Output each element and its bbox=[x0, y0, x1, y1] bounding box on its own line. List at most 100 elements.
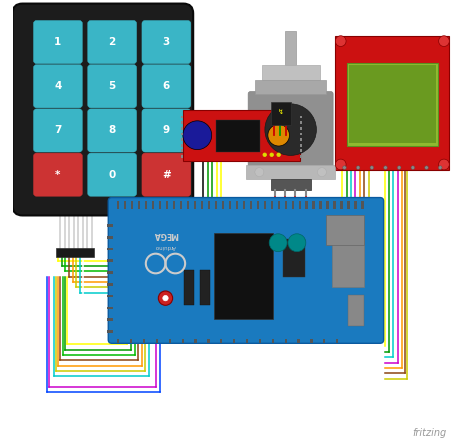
Bar bbox=[181, 149, 183, 152]
Bar bbox=[143, 339, 145, 343]
Bar bbox=[300, 149, 302, 152]
Bar bbox=[271, 201, 273, 206]
Bar bbox=[323, 339, 326, 343]
Bar bbox=[271, 205, 273, 209]
Bar bbox=[229, 201, 231, 206]
Bar bbox=[300, 116, 302, 118]
Bar bbox=[361, 201, 364, 206]
FancyBboxPatch shape bbox=[142, 153, 191, 196]
Bar bbox=[272, 339, 274, 343]
Bar bbox=[181, 132, 183, 135]
Bar bbox=[284, 205, 287, 209]
Bar bbox=[300, 127, 302, 130]
Bar bbox=[117, 339, 119, 343]
Bar bbox=[181, 144, 183, 147]
Bar bbox=[229, 205, 231, 209]
Bar bbox=[108, 307, 113, 309]
Bar bbox=[300, 144, 302, 147]
Bar bbox=[216, 120, 260, 152]
Bar bbox=[180, 201, 182, 206]
Circle shape bbox=[183, 121, 212, 150]
Bar bbox=[327, 201, 328, 206]
FancyBboxPatch shape bbox=[34, 109, 82, 152]
Bar bbox=[305, 201, 308, 206]
Bar bbox=[222, 205, 224, 209]
Text: 9: 9 bbox=[163, 126, 170, 135]
Circle shape bbox=[270, 153, 273, 156]
Bar bbox=[332, 239, 364, 287]
Bar bbox=[256, 201, 259, 206]
Circle shape bbox=[438, 36, 449, 46]
Bar bbox=[284, 201, 287, 206]
Circle shape bbox=[288, 234, 306, 252]
Bar bbox=[117, 201, 119, 206]
Text: 6: 6 bbox=[163, 81, 170, 91]
Circle shape bbox=[370, 166, 374, 169]
Text: *: * bbox=[55, 170, 61, 180]
Bar bbox=[347, 201, 349, 206]
Bar bbox=[292, 201, 294, 206]
Bar bbox=[117, 205, 119, 209]
Bar bbox=[336, 339, 338, 343]
Bar bbox=[300, 121, 302, 124]
Bar bbox=[130, 339, 132, 343]
Bar bbox=[108, 295, 113, 297]
Bar bbox=[181, 116, 183, 118]
Bar bbox=[347, 63, 438, 146]
Bar bbox=[108, 330, 113, 333]
Bar bbox=[312, 201, 315, 206]
Bar bbox=[333, 205, 336, 209]
Bar bbox=[156, 339, 158, 343]
FancyBboxPatch shape bbox=[142, 21, 191, 63]
FancyBboxPatch shape bbox=[34, 153, 82, 196]
Circle shape bbox=[263, 153, 266, 156]
Bar bbox=[349, 65, 436, 143]
Bar bbox=[56, 248, 94, 257]
Bar bbox=[166, 201, 168, 206]
Bar bbox=[299, 205, 301, 209]
Circle shape bbox=[318, 168, 327, 177]
Circle shape bbox=[343, 166, 346, 169]
Circle shape bbox=[269, 234, 287, 252]
Bar bbox=[173, 205, 175, 209]
Bar bbox=[256, 205, 259, 209]
Bar bbox=[319, 201, 322, 206]
Bar bbox=[173, 201, 175, 206]
Bar bbox=[327, 205, 328, 209]
Bar bbox=[215, 205, 217, 209]
FancyBboxPatch shape bbox=[88, 109, 137, 152]
Text: 0: 0 bbox=[109, 170, 116, 180]
Bar bbox=[284, 339, 287, 343]
Bar bbox=[131, 205, 133, 209]
Bar bbox=[145, 205, 147, 209]
Bar bbox=[271, 102, 291, 125]
Bar bbox=[283, 239, 305, 277]
Bar bbox=[333, 201, 336, 206]
Bar bbox=[236, 201, 238, 206]
Text: #: # bbox=[162, 170, 171, 180]
FancyBboxPatch shape bbox=[34, 65, 82, 108]
FancyBboxPatch shape bbox=[88, 21, 137, 63]
Text: fritzing: fritzing bbox=[413, 428, 447, 438]
Bar bbox=[187, 201, 189, 206]
Bar bbox=[264, 201, 266, 206]
Bar bbox=[300, 132, 302, 135]
Circle shape bbox=[255, 168, 264, 177]
Bar bbox=[159, 205, 161, 209]
Circle shape bbox=[268, 124, 290, 146]
Bar bbox=[124, 205, 127, 209]
FancyBboxPatch shape bbox=[108, 198, 383, 343]
FancyBboxPatch shape bbox=[142, 109, 191, 152]
FancyBboxPatch shape bbox=[34, 21, 82, 63]
Bar bbox=[278, 205, 280, 209]
Bar bbox=[181, 121, 183, 124]
Bar bbox=[312, 205, 315, 209]
Text: 8: 8 bbox=[109, 126, 116, 135]
Bar bbox=[159, 201, 161, 206]
Circle shape bbox=[158, 291, 173, 305]
Bar bbox=[300, 155, 302, 158]
Bar bbox=[201, 270, 210, 305]
Bar bbox=[108, 283, 113, 286]
Circle shape bbox=[277, 153, 281, 156]
Bar bbox=[348, 295, 364, 326]
